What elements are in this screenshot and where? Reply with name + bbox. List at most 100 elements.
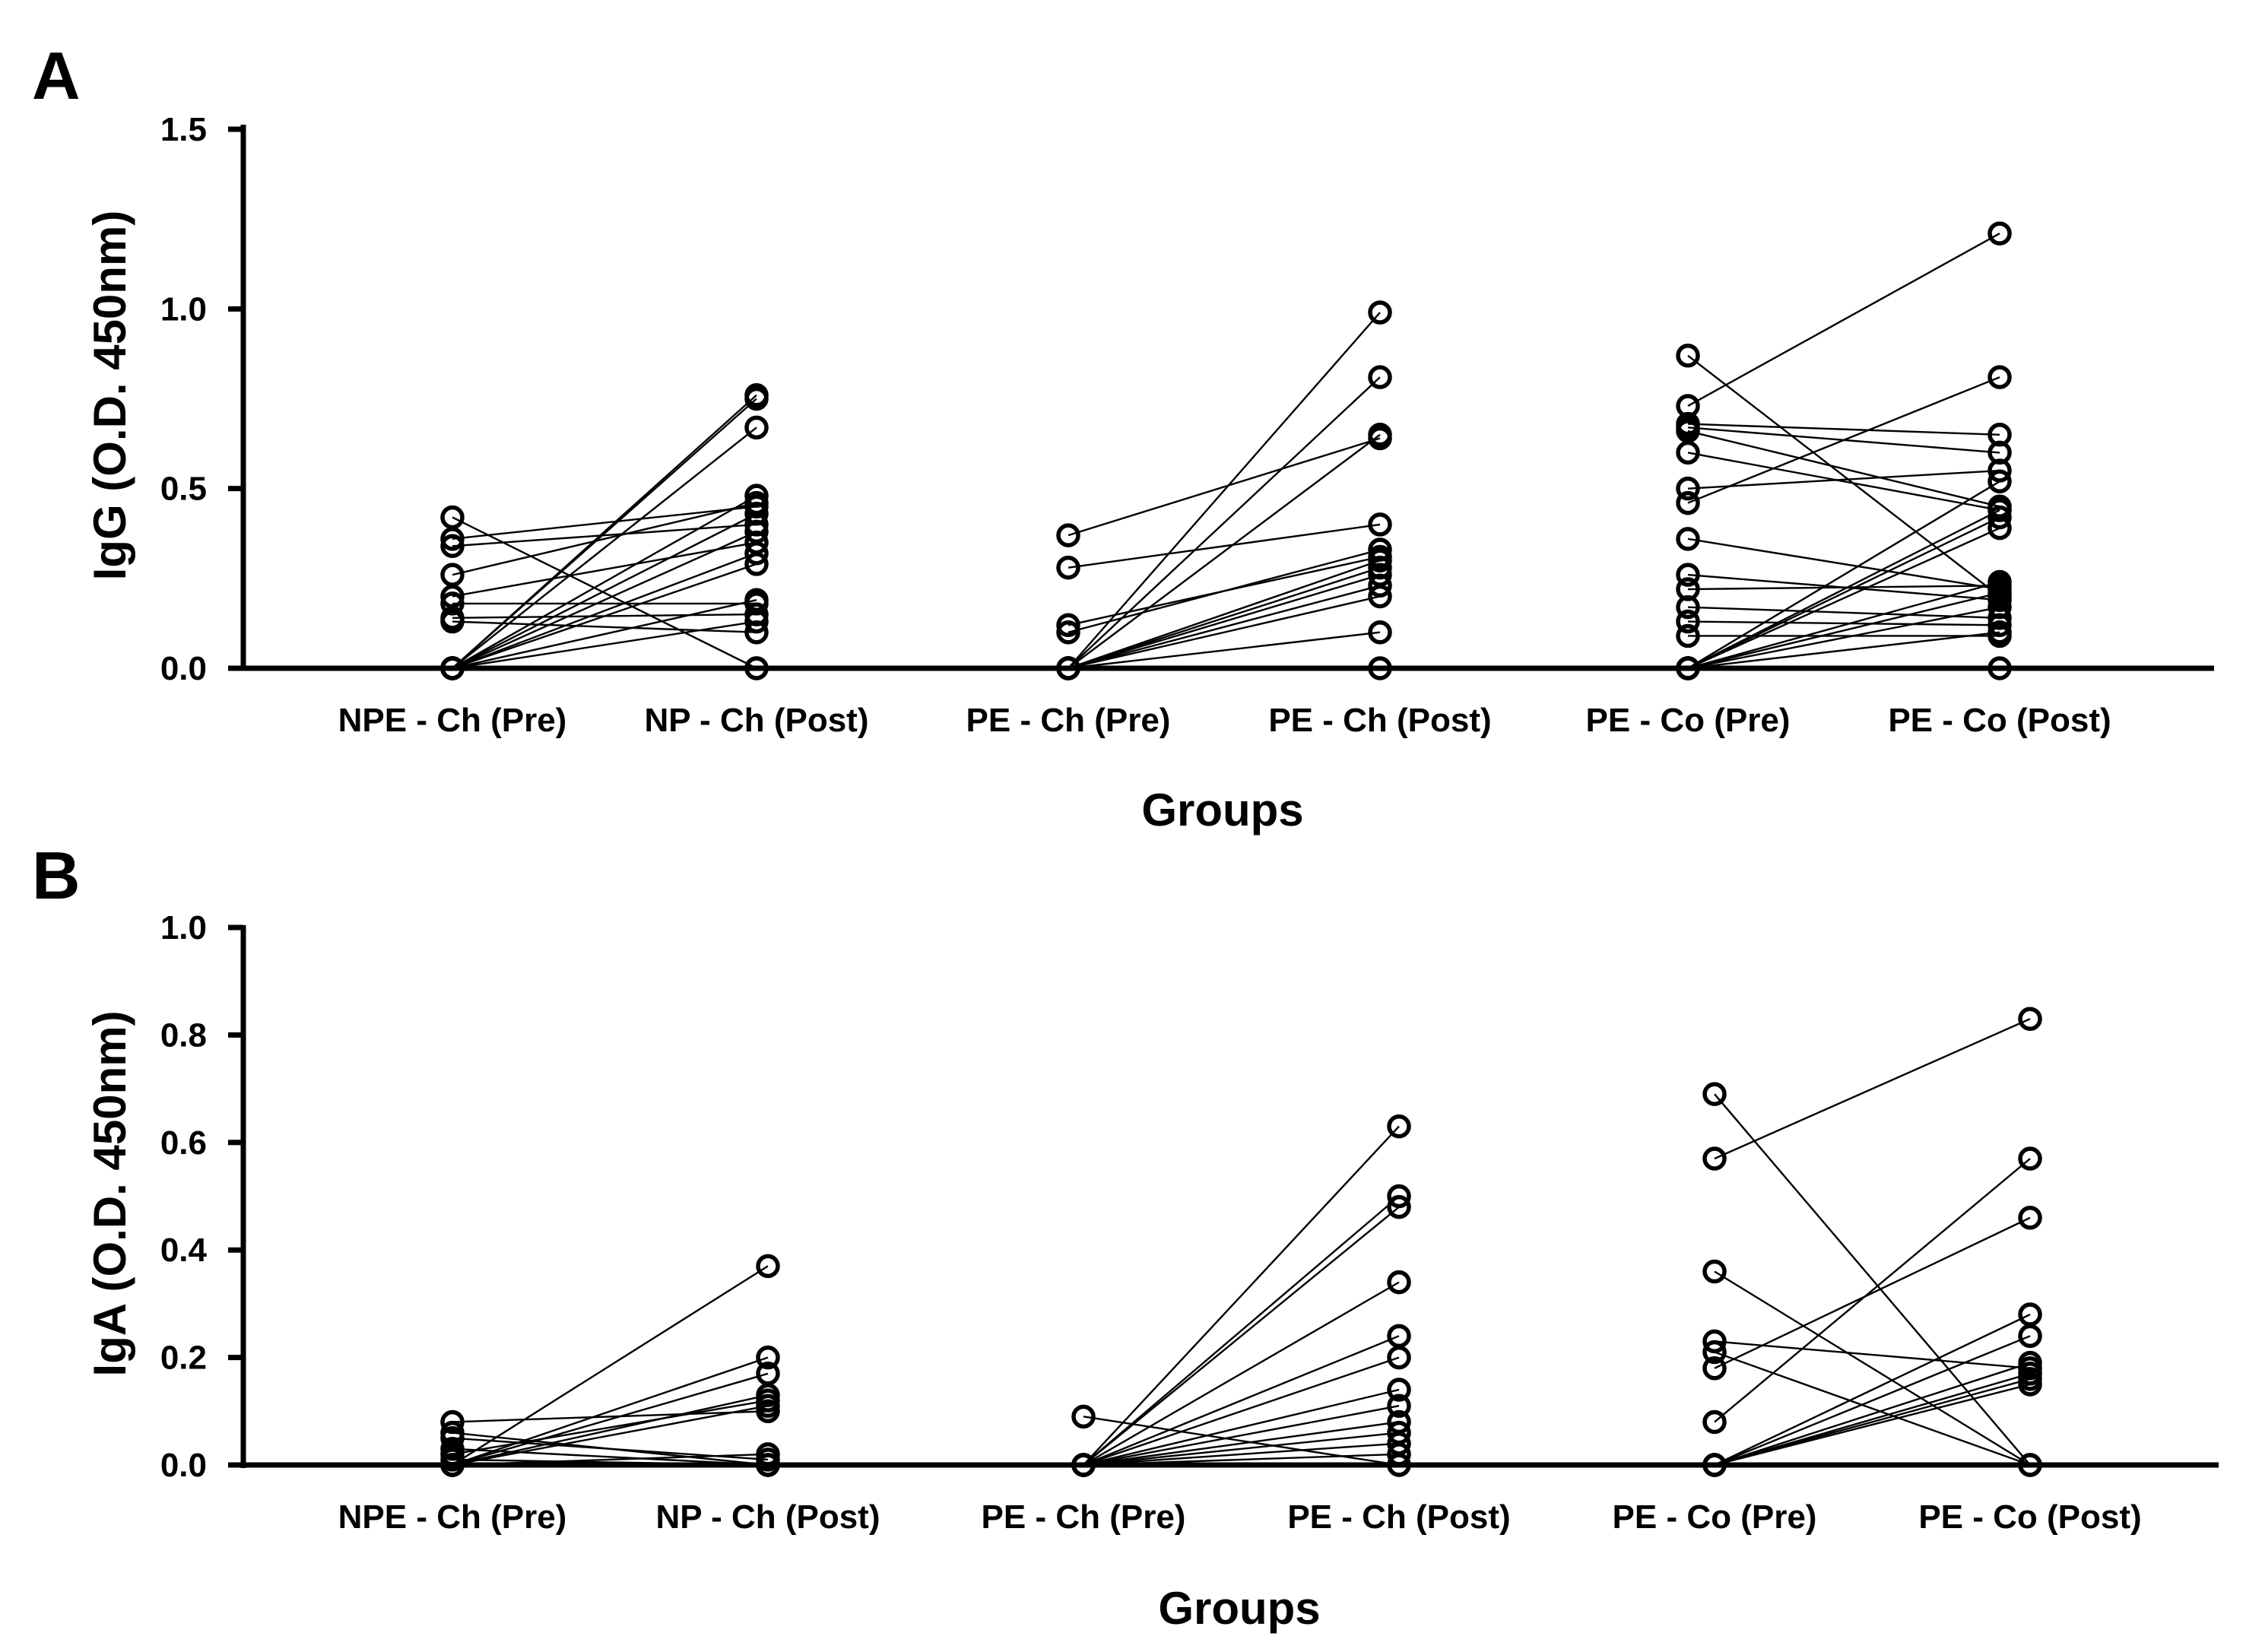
pair-line: [1714, 1018, 2031, 1160]
x-category-label-a: PE - Ch (Pre): [966, 702, 1171, 739]
pair-line: [452, 1394, 769, 1467]
data-point: [1056, 613, 1080, 638]
pair-line: [1083, 1335, 1400, 1467]
pair-line: [452, 1405, 769, 1467]
data-point: [440, 534, 465, 559]
data-point: [744, 552, 769, 576]
pair-line: [1687, 606, 2000, 620]
pair-line: [1687, 430, 2000, 508]
pair-line: [1687, 606, 2000, 670]
pair-line: [1687, 423, 2000, 436]
data-point: [744, 415, 769, 440]
pair-line: [452, 398, 757, 669]
pair-line: [1714, 1351, 2031, 1467]
pair-line: [1687, 480, 2000, 670]
pair-line: [1714, 1313, 2031, 1467]
pair-line: [452, 506, 757, 541]
pair-line: [1714, 1335, 2031, 1467]
y-tick-label-a: 0.5: [160, 471, 207, 508]
pair-line: [1687, 233, 2000, 407]
data-point: [1387, 1345, 1411, 1370]
pair-line: [1083, 1453, 1400, 1467]
pair-line: [1714, 1340, 2031, 1369]
points-a: [440, 221, 2012, 680]
pair-line: [1083, 1356, 1400, 1467]
data-point: [1387, 1442, 1411, 1467]
data-point: [1988, 580, 2012, 605]
pair-line: [1068, 573, 1381, 670]
x-axis-title-a: Groups: [1141, 785, 1303, 836]
pair-line: [1687, 591, 2000, 670]
data-point: [1368, 365, 1392, 389]
pair-line: [1068, 631, 1381, 670]
x-category-labels-b: NPE - Ch (Pre) NP - Ch (Post) PE - Ch (Pre…: [338, 1498, 2142, 1536]
x-axis-title-b: Groups: [1158, 1583, 1320, 1634]
pair-line: [1068, 595, 1381, 670]
data-point: [744, 490, 769, 515]
pair-line: [452, 541, 757, 598]
data-point: [1387, 1453, 1411, 1477]
x-category-labels-a: NPE - Ch (Pre) NP - Ch (Post) PE - Ch (Pre…: [338, 702, 2111, 739]
pair-line: [1687, 516, 2000, 670]
panel-b: B IgA (O.D. 450nm) Groups 0.00.20.40.60.…: [32, 838, 2219, 1634]
pair-line: [452, 1453, 769, 1467]
data-point: [1988, 595, 2012, 620]
data-point: [1368, 620, 1392, 645]
pair-line: [1083, 1195, 1400, 1466]
data-point: [440, 609, 465, 634]
pair-line: [452, 1265, 769, 1467]
data-point: [756, 1254, 780, 1279]
data-point: [1071, 1404, 1096, 1429]
pair-line: [1687, 581, 2000, 670]
x-category-label-b: PE - Co (Post): [1918, 1498, 2141, 1536]
pair-line: [1714, 1158, 2031, 1423]
y-tick-label-b: 1.0: [160, 909, 207, 946]
y-ticks-a: 0.0 0.5 1.0 1.5: [160, 111, 243, 687]
data-point: [1368, 584, 1392, 609]
pair-lines-a: [452, 233, 2000, 670]
data-point: [1702, 1259, 1727, 1284]
pair-line: [452, 1356, 769, 1467]
x-category-label-b: NP - Ch (Post): [656, 1498, 880, 1536]
pair-line: [1687, 509, 2000, 670]
pair-line: [452, 599, 757, 670]
pair-line: [1687, 537, 2000, 591]
data-point: [2018, 1007, 2042, 1031]
y-axis-title-b: IgA (O.D. 450nm): [84, 1010, 135, 1376]
data-point: [1387, 1114, 1411, 1139]
pair-line: [1687, 631, 2000, 670]
pair-line: [452, 1399, 769, 1456]
data-point: [1676, 476, 1700, 501]
data-point: [756, 1394, 780, 1418]
pair-line: [1714, 1362, 2031, 1467]
data-point: [1368, 548, 1392, 572]
data-point: [744, 609, 769, 634]
data-point: [1702, 1146, 1727, 1171]
panel-letter-b: B: [32, 838, 81, 913]
pair-line: [1083, 1125, 1400, 1466]
data-point: [1071, 1453, 1096, 1477]
pair-line: [1068, 523, 1381, 569]
data-point: [756, 1383, 780, 1407]
data-point: [1368, 656, 1392, 680]
data-point: [1702, 1409, 1727, 1435]
data-point: [1368, 300, 1392, 325]
pair-line: [1083, 1432, 1400, 1467]
y-tick-label-a: 1.0: [160, 290, 207, 328]
data-point: [1387, 1194, 1411, 1219]
y-tick-label-b: 0.4: [160, 1232, 208, 1269]
pair-line: [452, 1372, 769, 1467]
data-point: [1387, 1378, 1411, 1402]
data-point: [2018, 1324, 2042, 1349]
y-axis-title-a: IgG (O.D. 450nm): [84, 211, 135, 581]
y-tick-label-b: 0.0: [160, 1447, 207, 1484]
data-point: [1676, 490, 1700, 515]
data-point: [440, 1409, 465, 1435]
data-point: [1368, 423, 1392, 447]
pair-line: [1714, 1216, 2031, 1369]
pair-lines-b: [452, 1018, 2031, 1467]
data-point: [1988, 469, 2012, 493]
pair-line: [1687, 527, 2000, 670]
data-point: [1676, 656, 1700, 680]
pair-line: [1714, 1270, 2031, 1467]
